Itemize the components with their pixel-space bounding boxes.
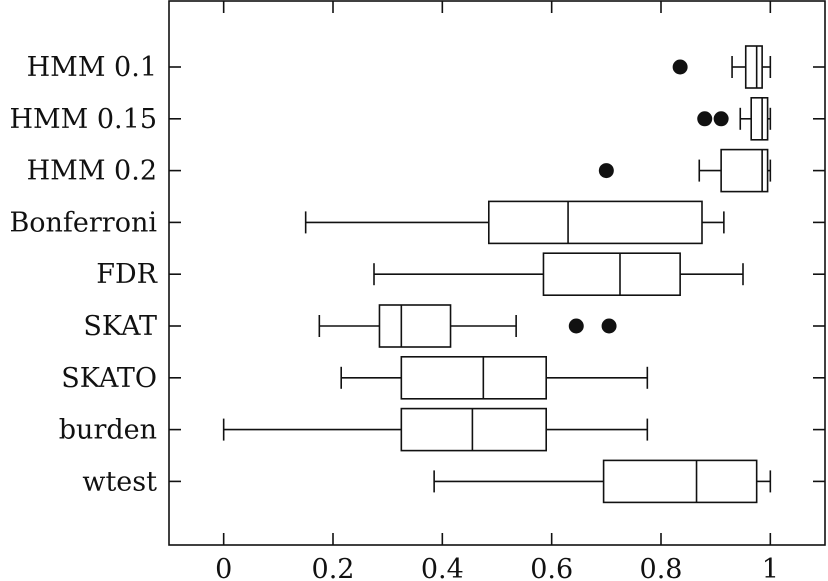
box-group [697, 97, 772, 141]
iqr-box [378, 304, 452, 348]
box-group [672, 45, 772, 89]
iqr-box [400, 355, 548, 400]
plot-frame [168, 0, 826, 546]
outlier-point [713, 111, 729, 127]
iqr-box [400, 407, 548, 452]
category-label: HMM 0.15 [9, 104, 157, 135]
outlier-point [697, 111, 713, 127]
box-group [598, 148, 772, 193]
box-group [318, 304, 617, 348]
category-label: burden [59, 415, 157, 446]
boxes [222, 45, 772, 504]
category-label: HMM 0.1 [27, 52, 157, 83]
category-label: SKATO [61, 363, 157, 394]
category-label: HMM 0.2 [27, 156, 157, 187]
box-group [433, 459, 772, 504]
iqr-box [744, 45, 763, 89]
box-group [373, 252, 744, 296]
box-group [304, 200, 725, 245]
x-tick-label: 1 [762, 554, 779, 581]
iqr-box [602, 459, 758, 504]
box-group [340, 355, 649, 400]
iqr-box [750, 97, 769, 141]
box-group [222, 407, 649, 452]
x-tick-label: 0.2 [312, 554, 355, 581]
outlier-point [568, 318, 584, 334]
iqr-box [487, 200, 703, 245]
category-labels: HMM 0.1 HMM 0.15 HMM 0.2 Bonferroni FDR SKAT S… [9, 52, 825, 497]
x-tick-label: 0 [215, 554, 232, 581]
category-label: Bonferroni [9, 207, 157, 238]
x-tick-label: 0.4 [421, 554, 464, 581]
iqr-box [542, 252, 681, 296]
iqr-box [720, 148, 769, 193]
category-label: FDR [96, 259, 157, 290]
x-tick-label: 0.8 [640, 554, 683, 581]
outlier-point [672, 59, 688, 75]
category-label: wtest [82, 466, 157, 497]
outlier-point [601, 318, 617, 334]
category-label: SKAT [83, 311, 157, 342]
x-axis: 0 0.2 0.4 0.6 0.8 1 [215, 1, 779, 581]
outlier-point [598, 163, 614, 179]
x-tick-label: 0.6 [530, 554, 573, 581]
